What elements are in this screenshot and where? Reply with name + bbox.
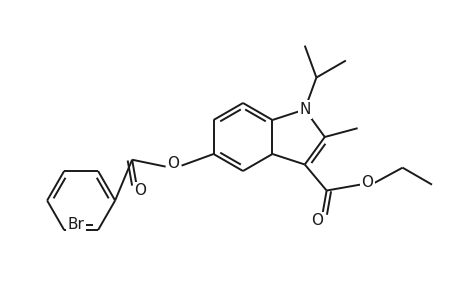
- Text: O: O: [167, 156, 179, 171]
- Text: O: O: [134, 183, 146, 198]
- Text: N: N: [298, 102, 310, 117]
- Text: Br: Br: [67, 218, 84, 232]
- Text: O: O: [360, 175, 372, 190]
- Text: O: O: [311, 214, 323, 229]
